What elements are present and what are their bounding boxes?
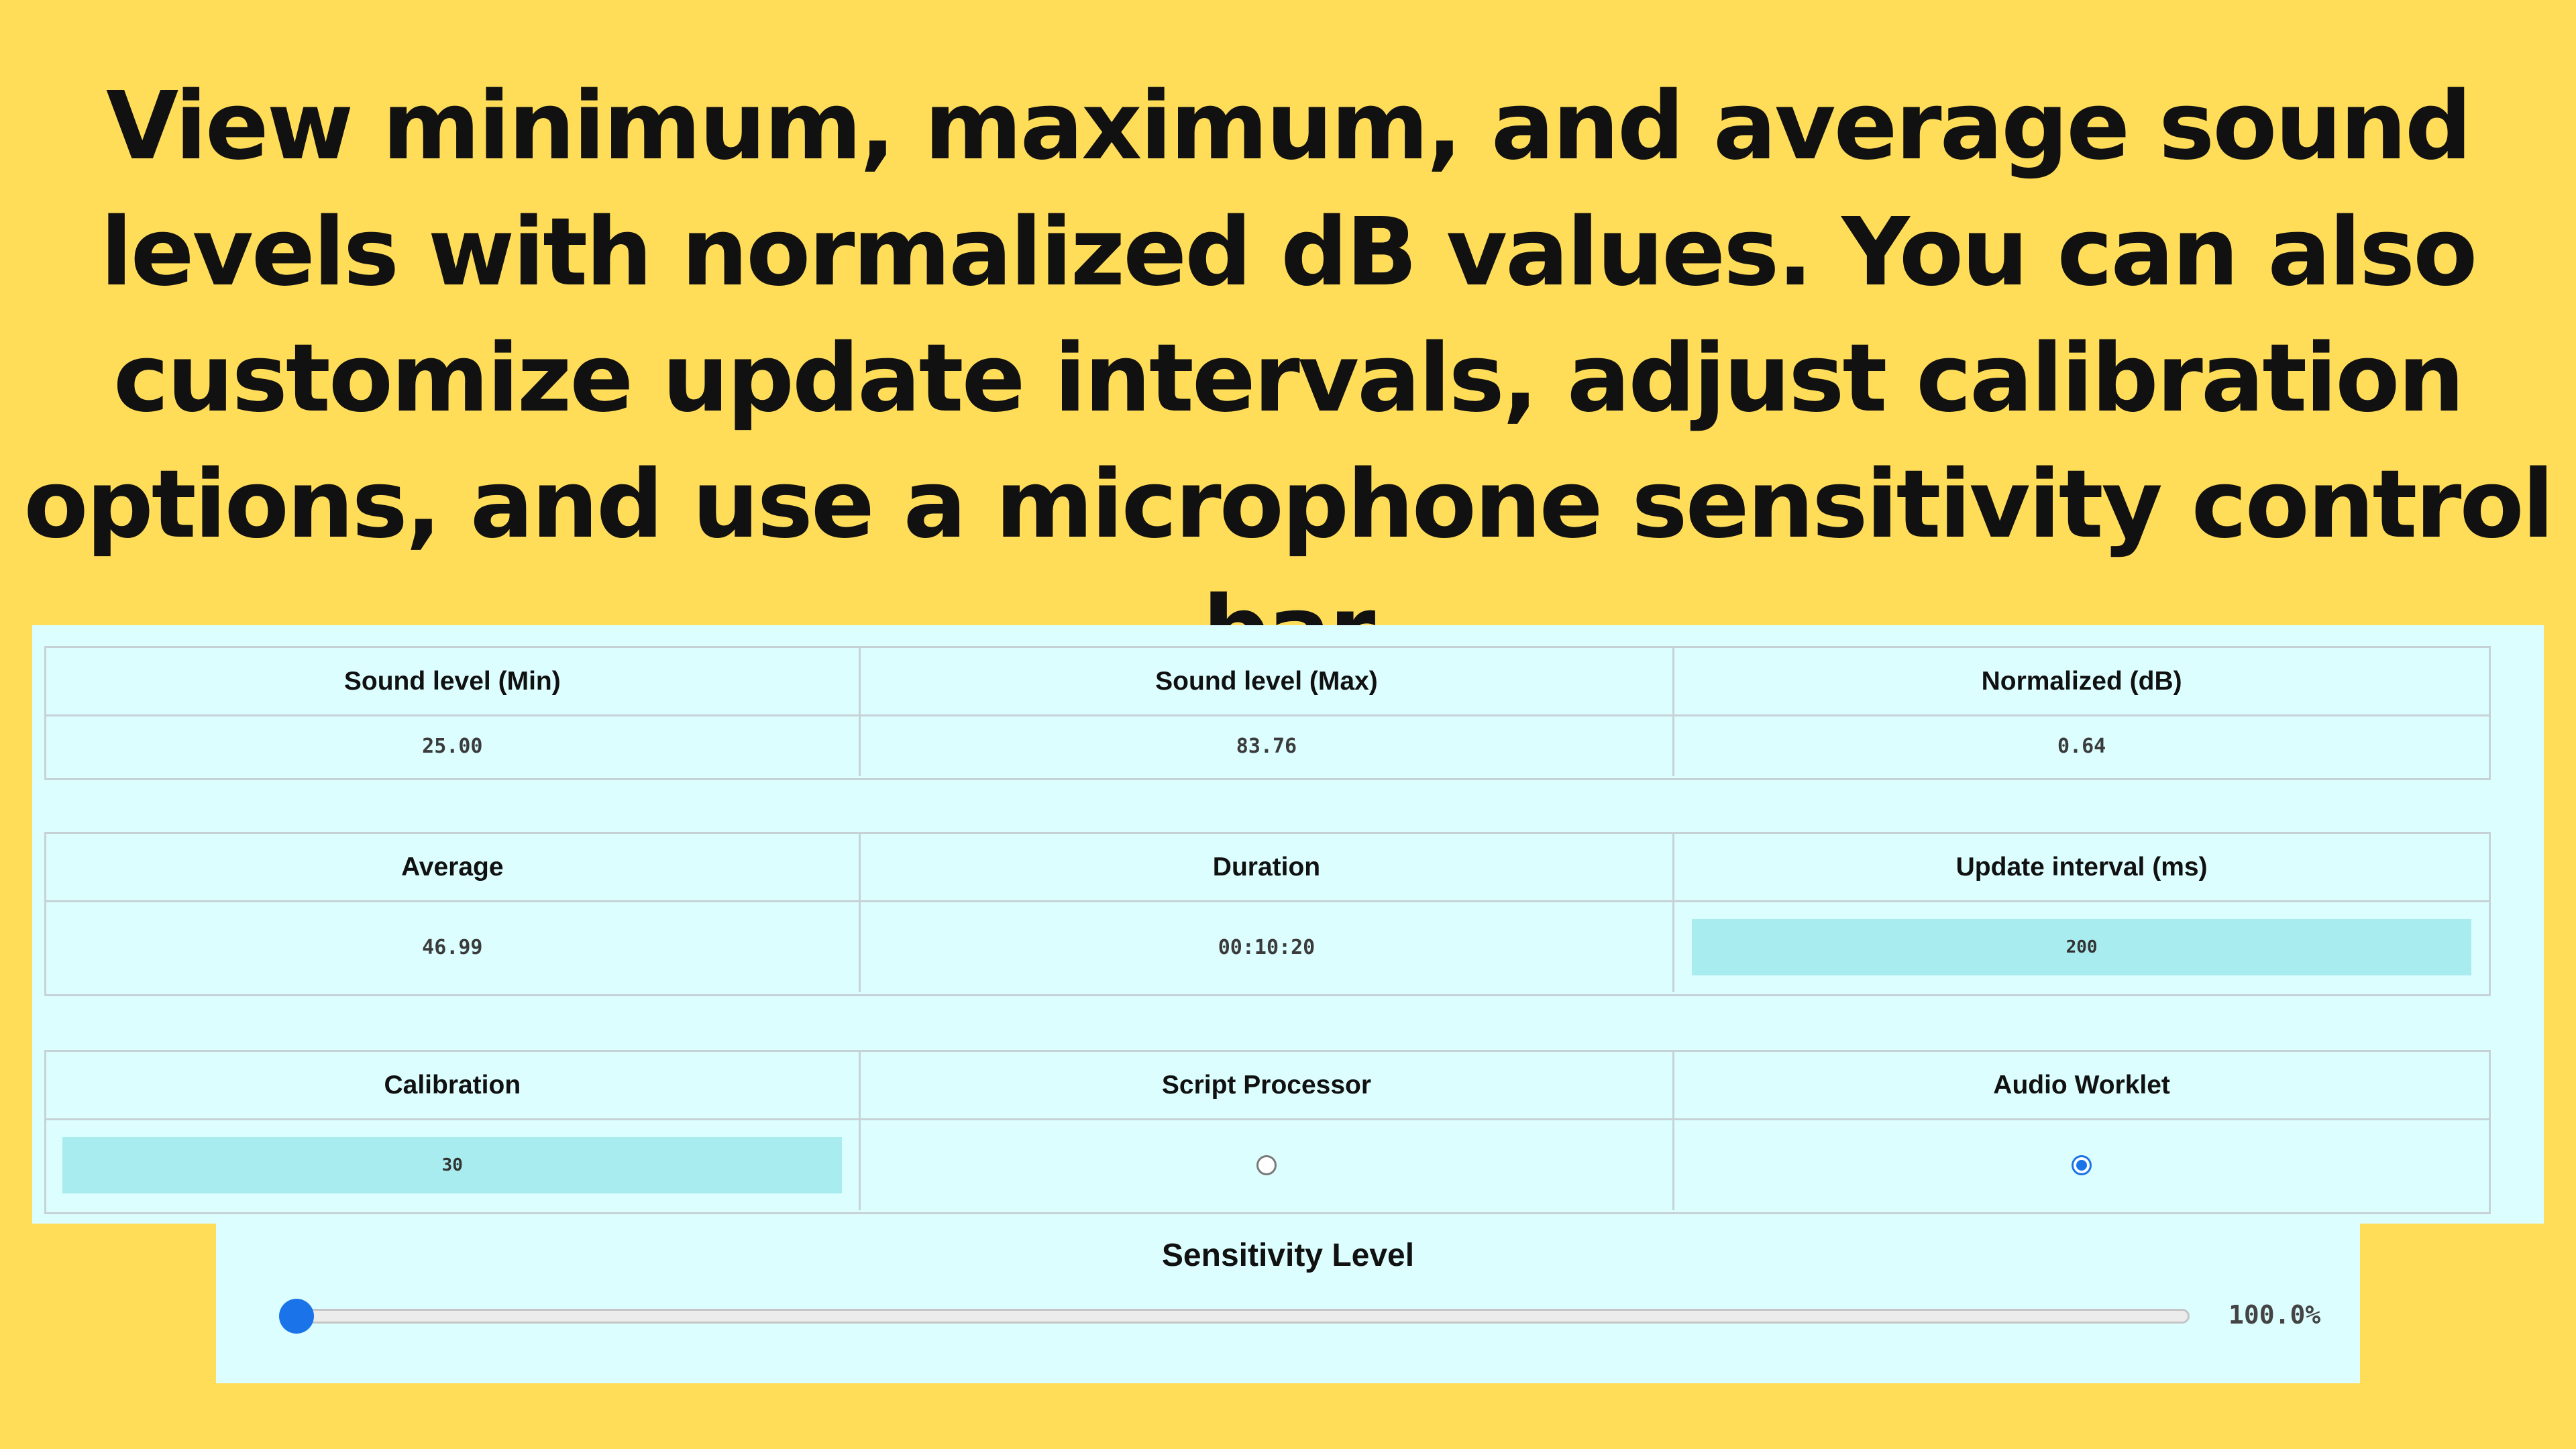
stats-header-row: Calibration Script Processor Audio Workl… bbox=[46, 1052, 2489, 1120]
headline-line: levels with normalized dB values. You ca… bbox=[100, 198, 2478, 307]
calibration-input[interactable]: 30 bbox=[62, 1137, 843, 1193]
stats-value-row: 25.00 83.76 0.64 bbox=[46, 716, 2489, 776]
headline-line: customize update intervals, adjust calib… bbox=[113, 324, 2465, 433]
update-interval-cell: 200 bbox=[1674, 902, 2489, 992]
sensitivity-value: 100.0% bbox=[2229, 1300, 2321, 1330]
update-interval-header: Update interval (ms) bbox=[1955, 852, 2208, 881]
slider-thumb-icon[interactable] bbox=[279, 1299, 314, 1334]
stats-header-row: Sound level (Min) Sound level (Max) Norm… bbox=[46, 648, 2489, 716]
headline-line: View minimum, maximum, and average sound bbox=[105, 72, 2472, 181]
audio-worklet-header: Audio Worklet bbox=[1993, 1070, 2170, 1099]
script-processor-radio[interactable] bbox=[1256, 1155, 1277, 1175]
stats-header-row: Average Duration Update interval (ms) bbox=[46, 834, 2489, 902]
audio-worklet-radio[interactable] bbox=[2072, 1155, 2092, 1175]
sensitivity-slider-track[interactable] bbox=[295, 1309, 2190, 1324]
stats-card-timing: Average Duration Update interval (ms) 46… bbox=[44, 832, 2491, 996]
sensitivity-control: Sensitivity Level 100.0% bbox=[216, 1224, 2360, 1383]
sound-meter-panel: Sound level (Min) Sound level (Max) Norm… bbox=[32, 625, 2544, 1224]
duration-header: Duration bbox=[861, 834, 1675, 900]
duration-value: 00:10:20 bbox=[861, 902, 1675, 992]
calibration-cell: 30 bbox=[46, 1120, 861, 1210]
stats-value-row: 46.99 00:10:20 200 bbox=[46, 902, 2489, 992]
max-level-header: Sound level (Max) bbox=[861, 648, 1675, 714]
calibration-header: Calibration bbox=[46, 1052, 861, 1118]
script-processor-header: Script Processor bbox=[861, 1052, 1675, 1118]
stats-value-row: 30 bbox=[46, 1120, 2489, 1210]
script-processor-cell bbox=[861, 1120, 1675, 1210]
stats-card-settings: Calibration Script Processor Audio Workl… bbox=[44, 1050, 2491, 1214]
normalized-db-value: 0.64 bbox=[2057, 735, 2106, 758]
audio-worklet-cell bbox=[1674, 1120, 2489, 1210]
min-level-header: Sound level (Min) bbox=[46, 648, 861, 714]
promo-headline: View minimum, maximum, and average sound… bbox=[0, 64, 2576, 694]
update-interval-input[interactable]: 200 bbox=[1692, 919, 2472, 975]
stats-card-levels: Sound level (Min) Sound level (Max) Norm… bbox=[44, 646, 2491, 780]
max-level-value: 83.76 bbox=[861, 716, 1675, 776]
min-level-value: 25.00 bbox=[46, 716, 861, 776]
sensitivity-title: Sensitivity Level bbox=[1161, 1238, 1415, 1273]
average-header: Average bbox=[46, 834, 861, 900]
normalized-db-header: Normalized (dB) bbox=[1981, 666, 2182, 696]
average-value: 46.99 bbox=[46, 902, 861, 992]
